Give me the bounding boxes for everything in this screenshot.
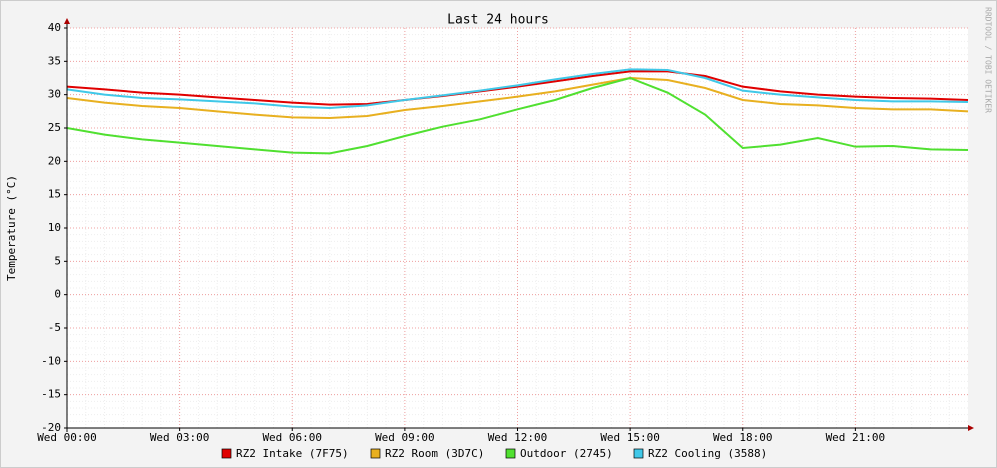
x-tick-label: Wed 15:00 [600, 431, 660, 444]
x-tick-label: Wed 12:00 [488, 431, 548, 444]
x-tick-label: Wed 18:00 [713, 431, 773, 444]
x-tick-label: Wed 00:00 [37, 431, 97, 444]
y-tick-label: 10 [48, 221, 61, 234]
series-line [66, 70, 969, 106]
chart-title: Last 24 hours [447, 13, 549, 28]
y-arrow [64, 18, 70, 24]
legend-label: RZ2 Cooling (3588) [648, 447, 767, 460]
y-axis-label: Temperature (°C) [5, 175, 18, 281]
credit: RRDTOOL / TOBI OETIKER [984, 7, 993, 113]
y-tick-label: 15 [48, 188, 61, 201]
legend-label: Outdoor (2745) [520, 447, 613, 460]
x-tick-label: Wed 06:00 [262, 431, 322, 444]
y-tick-label: 40 [48, 21, 61, 34]
y-tick-label: 5 [54, 254, 61, 267]
legend-label: RZ2 Intake (7F75) [236, 447, 349, 460]
y-tick-label: -5 [48, 321, 61, 334]
y-tick-label: 35 [48, 54, 61, 67]
grid [66, 27, 968, 429]
marks [66, 68, 969, 155]
legend: RZ2 Intake (7F75) RZ2 Room (3D7C) Outdoor … [221, 447, 767, 460]
series-line [66, 76, 969, 155]
legend-swatch [370, 448, 381, 459]
series-line [66, 68, 969, 110]
legend-swatch [633, 448, 644, 459]
x-arrow [968, 425, 974, 431]
y-tick-label: 20 [48, 154, 61, 167]
series-line [66, 76, 969, 120]
y-tick-label: -10 [41, 354, 61, 367]
x-tick-label: Wed 09:00 [375, 431, 435, 444]
legend-swatch [221, 448, 232, 459]
x-tick-label: Wed 03:00 [150, 431, 210, 444]
x-tick-label: Wed 21:00 [826, 431, 886, 444]
y-tick-label: 0 [54, 288, 61, 301]
y-tick-label: -20 [41, 421, 61, 434]
y-tick-label: -15 [41, 388, 61, 401]
y-tick-label: 30 [48, 88, 61, 101]
y-tick-label: 25 [48, 121, 61, 134]
legend-label: RZ2 Room (3D7C) [385, 447, 484, 460]
legend-swatch [505, 448, 516, 459]
